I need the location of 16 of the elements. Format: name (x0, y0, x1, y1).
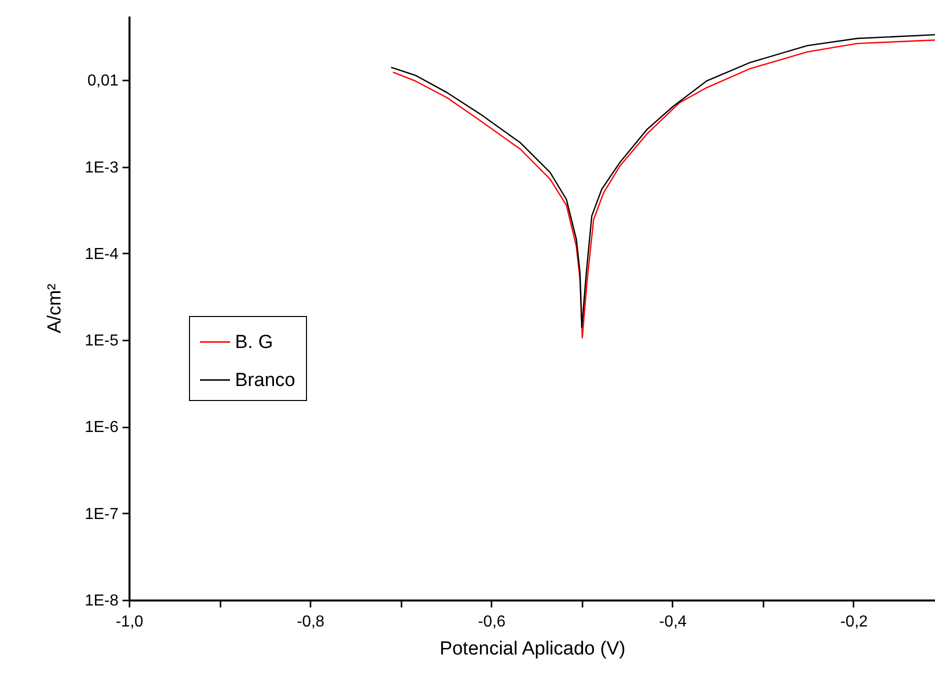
y-tick-label: 1E-6 (84, 419, 119, 436)
y-axis-title: A/cm² (44, 284, 66, 334)
y-tick-label: 1E-3 (84, 159, 119, 176)
x-tick-label: -0,2 (840, 614, 868, 630)
x-tick-label: -0,6 (478, 614, 506, 630)
x-tick-label: -1,0 (116, 614, 144, 630)
x-tick-label: -0,8 (296, 614, 325, 630)
x-tick-label: -0,4 (659, 614, 687, 630)
legend-label: B. G (235, 332, 274, 353)
y-tick-label: 1E-5 (84, 332, 119, 350)
y-tick-label: 1E-4 (84, 246, 119, 263)
legend-label: Branco (235, 370, 296, 391)
y-tick-label: 0,01 (87, 72, 119, 90)
x-axis-title: Potencial Aplicado (V) (440, 638, 626, 660)
y-tick-label: 1E-8 (84, 592, 119, 610)
y-tick-label: 1E-7 (84, 506, 119, 523)
